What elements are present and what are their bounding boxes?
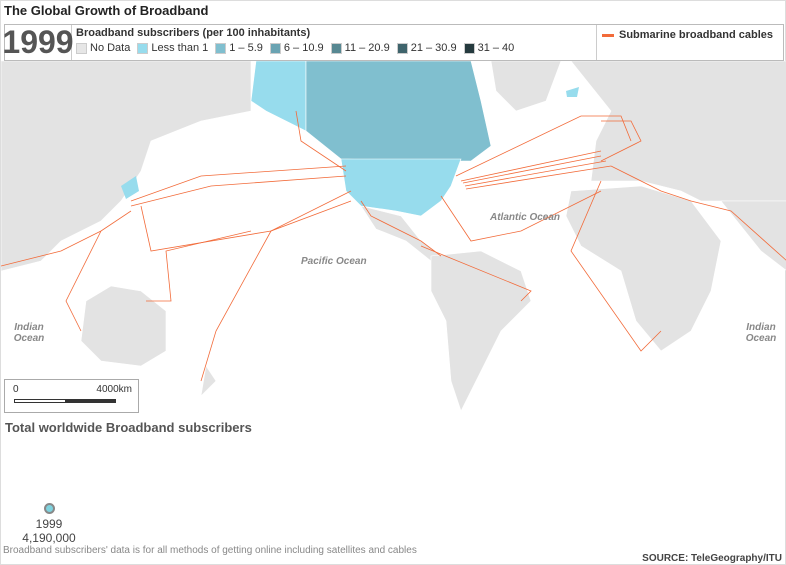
legend-item: No Data xyxy=(76,42,130,54)
timeline-point-1999[interactable] xyxy=(44,503,55,514)
source-credit: SOURCE: TeleGeography/ITU xyxy=(642,553,782,564)
cable-route xyxy=(460,150,602,182)
legend-label: 31 – 40 xyxy=(477,42,515,54)
legend-item: 6 – 10.9 xyxy=(269,42,324,54)
footnote: Broadband subscribers' data is for all m… xyxy=(3,545,417,556)
ocean-label-pacific: Pacific Ocean xyxy=(301,256,367,267)
legend-item: Less than 1 xyxy=(137,42,208,54)
ocean-label-atlantic: Atlantic Ocean xyxy=(490,212,561,223)
cable-legend: Submarine broadband cables xyxy=(597,25,778,60)
legend: 1999 Broadband subscribers (per 100 inha… xyxy=(2,24,784,61)
legend-item: 21 – 30.9 xyxy=(396,42,457,54)
cable-route xyxy=(464,160,607,187)
usa-country xyxy=(340,158,462,217)
legend-label: Less than 1 xyxy=(151,42,209,54)
legend-swatch xyxy=(137,42,149,54)
new-zealand-land xyxy=(200,365,217,397)
cable-route xyxy=(455,115,632,177)
legend-label: 1 – 5.9 xyxy=(229,42,263,54)
greenland-land xyxy=(490,60,562,112)
india-land xyxy=(720,200,786,271)
canada-country xyxy=(305,60,492,162)
cable-line-icon xyxy=(602,34,614,37)
cable-route xyxy=(295,110,347,172)
iceland-country xyxy=(566,87,579,97)
south-america-land xyxy=(430,250,532,412)
year-display: 1999 xyxy=(2,24,74,60)
ocean-label-indian-right: Indian Ocean xyxy=(745,322,777,344)
legend-item: 11 – 20.9 xyxy=(330,42,390,54)
scale-start-label: 0 xyxy=(13,384,19,395)
legend-swatch xyxy=(215,42,227,54)
total-heading: Total worldwide Broadband subscribers xyxy=(5,420,252,435)
cable-route xyxy=(146,230,252,302)
cable-route xyxy=(600,120,642,162)
cable-route xyxy=(200,200,352,382)
scale-bar-segment xyxy=(14,399,65,403)
legend-swatch xyxy=(396,42,408,54)
cable-route xyxy=(465,165,612,190)
cable-route xyxy=(570,180,662,352)
legend-label: No Data xyxy=(90,42,131,54)
legend-label: 21 – 30.9 xyxy=(410,42,457,54)
legend-item: 31 – 40 xyxy=(463,42,515,54)
cable-route xyxy=(65,230,102,332)
mexico-central-america-land xyxy=(360,205,442,262)
legend-label: 11 – 20.9 xyxy=(344,42,390,54)
legend-swatch xyxy=(330,42,342,54)
japan-country xyxy=(121,176,139,199)
cable-route xyxy=(140,190,352,252)
scale-bar-segment xyxy=(65,399,116,403)
africa-land xyxy=(565,185,722,352)
europe-land xyxy=(570,60,786,202)
legend-swatch xyxy=(76,42,87,54)
cable-route xyxy=(130,175,347,207)
legend-title: Broadband subscribers (per 100 inhabitan… xyxy=(76,27,311,39)
cable-route xyxy=(610,165,786,261)
cable-route xyxy=(440,190,602,242)
legend-item: 1 – 5.9 xyxy=(215,42,263,54)
cable-route xyxy=(360,200,442,257)
timeline-year-label: 1999 xyxy=(35,517,63,531)
cable-legend-label: Submarine broadband cables xyxy=(619,29,774,41)
land-no-data xyxy=(1,60,786,412)
legend-swatch xyxy=(269,42,281,54)
timeline-value-label: 4,190,000 xyxy=(22,531,76,545)
legend-label: 6 – 10.9 xyxy=(283,42,324,54)
cable-route xyxy=(462,155,602,184)
ocean-label-indian-left: Indian Ocean xyxy=(13,322,45,344)
cable-route xyxy=(1,210,132,267)
australia-land xyxy=(80,285,167,367)
map-scale-bar: 0 4000km xyxy=(4,379,139,413)
subscriber-scale-legend: Broadband subscribers (per 100 inhabitan… xyxy=(72,25,597,60)
cable-route xyxy=(130,165,347,202)
scale-end-label: 4000km xyxy=(96,384,132,395)
cable-route xyxy=(420,245,532,302)
legend-swatch xyxy=(463,42,475,54)
submarine-cables xyxy=(1,110,786,382)
page-title: The Global Growth of Broadband xyxy=(4,3,209,18)
world-map[interactable] xyxy=(1,21,786,421)
